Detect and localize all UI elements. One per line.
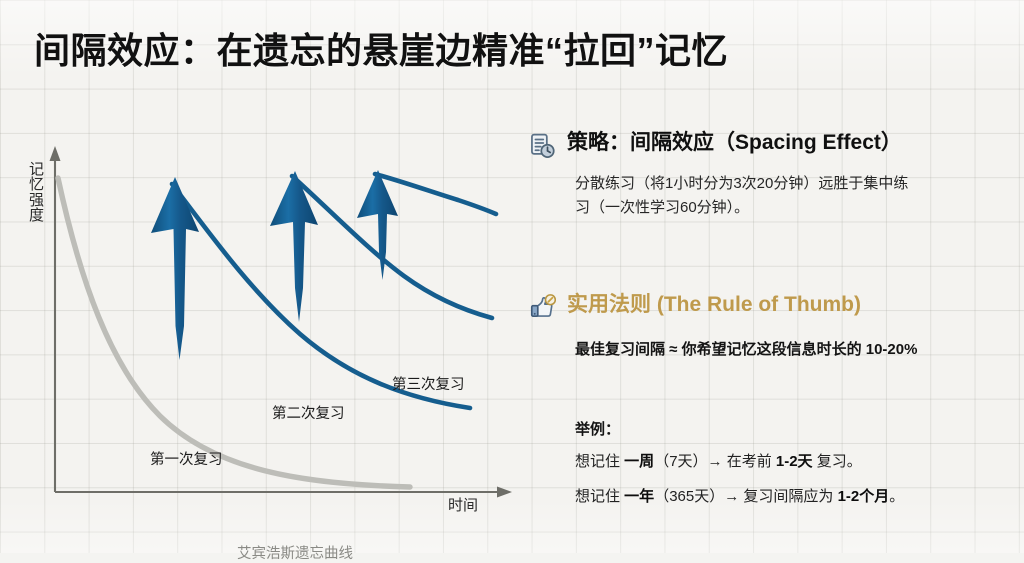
strategy-heading-row: 策略：间隔效应（Spacing Effect） bbox=[528, 130, 908, 160]
memory-retention-chart: 记 忆 强 度 时间 第一次复习 第二次复习 第三次复习 艾宾浩斯遗忘曲线 bbox=[0, 130, 530, 562]
y-axis-label-char: 记 bbox=[28, 161, 44, 178]
document-clock-icon bbox=[531, 133, 555, 158]
strategy-heading: 策略：间隔效应（Spacing Effect） bbox=[567, 131, 902, 154]
example-item: 想记住 一周（7天）→ 在考前 1-2天 复习。 bbox=[575, 453, 862, 470]
thumbs-up-icon bbox=[530, 294, 556, 318]
rule-section: 实用法则 (The Rule of Thumb) 最佳复习间隔 ≈ 你希望记忆这… bbox=[528, 292, 917, 359]
review-arrow-2 bbox=[270, 171, 318, 322]
example-item: 想记住 一年（365天）→ 复习间隔应为 1-2个月。 bbox=[575, 487, 905, 505]
y-axis-label-char: 忆 bbox=[28, 176, 44, 194]
y-axis-label: 记 忆 强 度 bbox=[28, 162, 45, 223]
y-axis-label-char: 度 bbox=[28, 206, 44, 224]
rule-heading: 实用法则 (The Rule of Thumb) bbox=[567, 293, 861, 316]
strategy-body-line1: 分散练习（将1小时分为3次20分钟）远胜于集中练 bbox=[575, 175, 909, 192]
retention-curve-3 bbox=[372, 171, 499, 217]
review-arrow-3 bbox=[357, 170, 398, 280]
chart-svg bbox=[49, 146, 512, 498]
forgetting-curve bbox=[55, 175, 413, 490]
strategy-section: 策略：间隔效应（Spacing Effect） 分散练习（将1小时分为3次20分… bbox=[528, 130, 908, 221]
retention-curve-2 bbox=[289, 173, 495, 321]
x-axis-label: 时间 bbox=[448, 497, 479, 514]
rule-formula: 最佳复习间隔 ≈ 你希望记忆这段信息时长的 10-20% bbox=[575, 341, 918, 358]
chart-axes bbox=[49, 146, 512, 498]
retention-curve-1 bbox=[169, 181, 473, 411]
review-label-3: 第三次复习 bbox=[392, 377, 465, 393]
rule-heading-row: 实用法则 (The Rule of Thumb) bbox=[528, 292, 917, 322]
review-arrow-1 bbox=[151, 177, 199, 360]
strategy-body-line2: 习（一次性学习60分钟）。 bbox=[575, 199, 750, 217]
examples-section: 举例： 想记住 一周（7天）→ 在考前 1-2天 复习。 想记住 一年（365天… bbox=[528, 388, 904, 508]
examples-heading: 举例： bbox=[575, 421, 621, 438]
strategy-body: 分散练习（将1小时分为3次20分钟）远胜于集中练 习（一次性学习60分钟）。 bbox=[575, 172, 908, 221]
page-title: 间隔效应：在遗忘的悬崖边精准“拉回”记忆 bbox=[34, 30, 729, 71]
y-axis-label-char: 强 bbox=[28, 191, 44, 209]
review-label-1: 第一次复习 bbox=[150, 452, 223, 468]
review-label-2: 第二次复习 bbox=[272, 406, 345, 422]
